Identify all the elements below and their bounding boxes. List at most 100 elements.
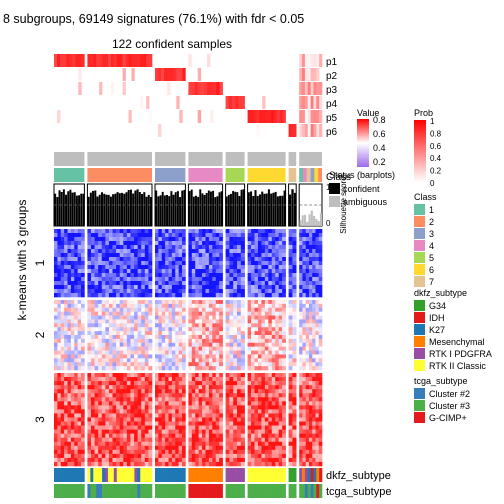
heatmap-cell — [108, 409, 113, 414]
heatmap-cell — [302, 393, 307, 398]
heatmap-cell — [54, 461, 58, 467]
heatmap-cell — [205, 269, 210, 274]
heatmap-cell — [137, 413, 142, 418]
tcga-cell — [81, 484, 85, 498]
heatmap-cell — [134, 366, 138, 371]
heatmap-cell — [112, 237, 117, 242]
heatmap-cell — [261, 233, 266, 238]
heatmap-cell — [195, 429, 199, 434]
heatmap-cell — [165, 381, 169, 386]
heatmap-cell — [134, 358, 138, 363]
heatmap-cell — [141, 461, 146, 467]
heatmap-cell — [188, 461, 193, 467]
heatmap-cell — [90, 354, 95, 359]
heatmap-cell — [264, 425, 269, 430]
heatmap-cell — [77, 233, 82, 238]
tcga-cell — [155, 484, 159, 498]
heatmap-cell — [312, 385, 316, 390]
silhouette-bar — [308, 214, 311, 226]
heatmap-cell — [318, 331, 323, 336]
heatmap-cell — [225, 362, 230, 367]
heatmap-cell — [215, 327, 220, 332]
heatmap-cell — [171, 293, 176, 298]
heatmap-cell — [119, 335, 124, 340]
heatmap-cell — [288, 409, 293, 414]
heatmap-cell — [148, 346, 153, 351]
heatmap-cell — [123, 229, 128, 234]
dkfz-cell — [265, 468, 269, 482]
heatmap-cell — [288, 445, 293, 451]
heatmap-cell — [251, 457, 255, 463]
tcga-cell — [179, 484, 183, 498]
heatmap-cell — [275, 237, 279, 242]
heatmap-cell — [318, 350, 323, 355]
heatmap-cell — [144, 335, 149, 340]
heatmap-cell — [225, 401, 230, 406]
heatmap-cell — [191, 323, 196, 328]
heatmap-cell — [123, 453, 128, 459]
heatmap-cell — [119, 277, 124, 282]
heatmap-cell — [130, 269, 135, 274]
heatmap-cell — [54, 253, 58, 258]
heatmap-cell — [171, 350, 176, 355]
heatmap-cell — [137, 245, 142, 250]
heatmap-cell — [219, 289, 223, 294]
heatmap-cell — [67, 293, 72, 298]
heatmap-cell — [229, 362, 234, 367]
heatmap-cell — [278, 457, 283, 463]
dkfz-cell — [231, 468, 236, 482]
heatmap-cell — [261, 389, 266, 394]
heatmap-cell — [282, 377, 286, 382]
heatmap-cell — [261, 437, 266, 443]
heatmap-cell — [237, 253, 242, 258]
heatmap-cell — [247, 261, 252, 266]
heatmap-cell — [168, 335, 173, 340]
dkfz-cell — [128, 468, 132, 482]
heatmap-cell — [126, 409, 131, 414]
heatmap-cell — [229, 385, 234, 390]
heatmap-cell — [275, 346, 279, 351]
prob-cell — [197, 110, 202, 123]
heatmap-cell — [261, 441, 266, 447]
tcga-cell — [99, 484, 103, 498]
heatmap-cell — [144, 241, 149, 246]
heatmap-cell — [54, 241, 58, 246]
silhouette-bar — [80, 193, 83, 226]
heatmap-cell — [292, 397, 297, 402]
silhouette-bar — [127, 190, 130, 226]
heatmap-cell — [318, 373, 323, 378]
heatmap-cell — [155, 277, 159, 282]
heatmap-cell — [318, 441, 323, 447]
heatmap-cell — [315, 241, 320, 246]
heatmap-cell — [108, 241, 113, 246]
heatmap-cell — [254, 257, 259, 262]
heatmap-cell — [233, 362, 238, 367]
heatmap-cell — [94, 362, 99, 367]
dkfz-cell — [299, 468, 303, 482]
heatmap-cell — [90, 237, 95, 242]
heatmap-cell — [126, 249, 131, 254]
dkfz-cell — [235, 468, 239, 482]
heatmap-cell — [144, 381, 149, 386]
heatmap-cell — [148, 405, 153, 410]
heatmap-cell — [158, 437, 163, 443]
heatmap-cell — [148, 237, 153, 242]
heatmap-cell — [257, 257, 262, 262]
heatmap-cell — [315, 381, 320, 386]
legend-class-swatch — [414, 204, 425, 215]
heatmap-cell — [101, 229, 106, 234]
heatmap-cell — [60, 338, 65, 344]
heatmap-cell — [70, 409, 75, 414]
heatmap-cell — [212, 417, 217, 422]
heatmap-cell — [292, 249, 297, 254]
heatmap-cell — [101, 405, 106, 410]
heatmap-cell — [168, 315, 173, 320]
heatmap-cell — [119, 245, 124, 250]
heatmap-cell — [67, 397, 72, 402]
heatmap-cell — [219, 421, 223, 426]
heatmap-cell — [215, 261, 220, 266]
heatmap-cell — [57, 311, 62, 316]
heatmap-cell — [168, 389, 173, 394]
heatmap-cell — [275, 366, 279, 371]
